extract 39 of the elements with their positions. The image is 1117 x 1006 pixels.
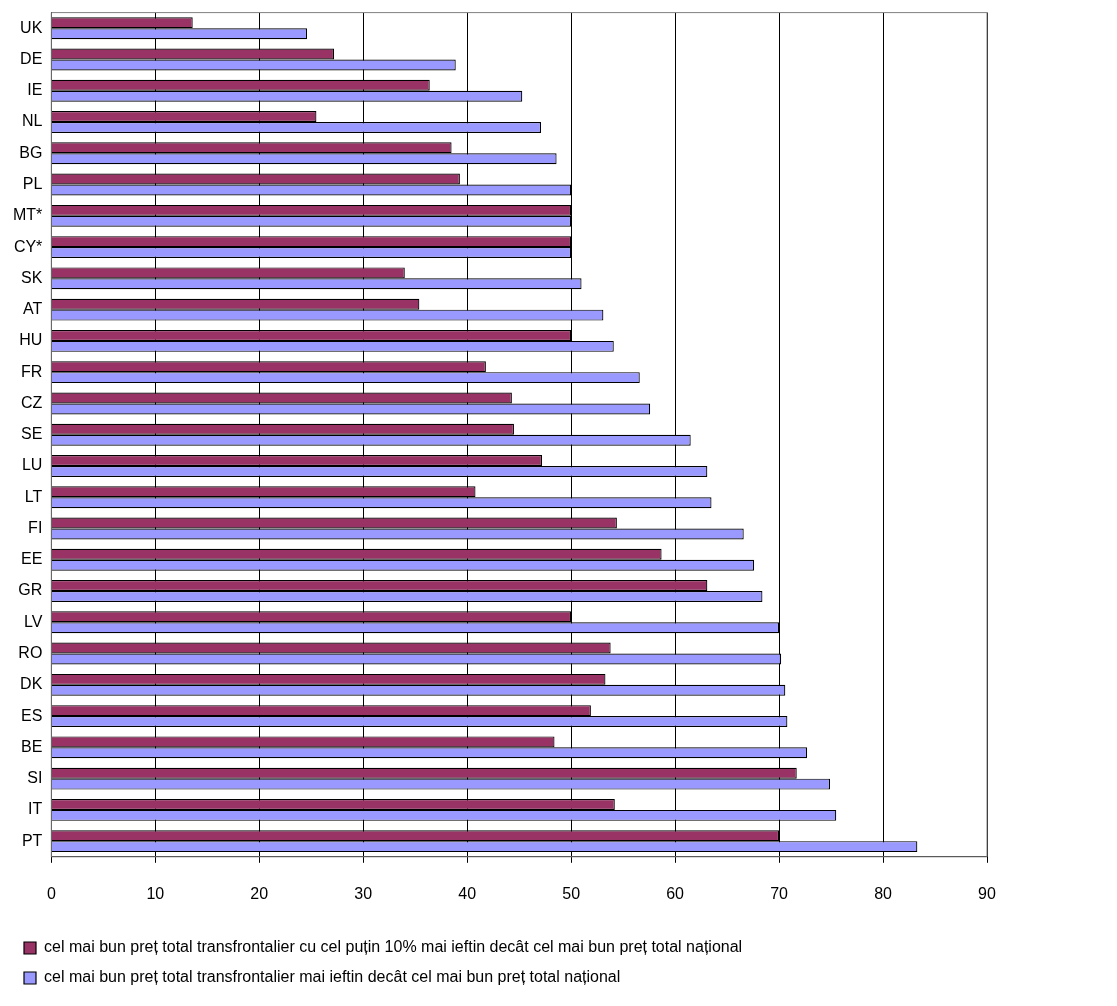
x-tick-label: 90 (978, 884, 996, 902)
y-tick-label: PL (22, 174, 43, 192)
y-tick-label: IE (27, 81, 43, 99)
y-tick-label: CZ (21, 393, 43, 411)
y-tick-label: CY* (13, 237, 43, 255)
y-tick-label: NL (21, 112, 43, 130)
y-tick-label: SI (27, 769, 43, 787)
y-tick-label: RO (18, 643, 43, 661)
y-tick-label: BE (20, 737, 43, 755)
x-tick-label: 0 (46, 884, 56, 902)
y-tick-label: EE (20, 550, 43, 568)
y-tick-label: FR (21, 362, 43, 380)
y-tick-label: PT (21, 831, 43, 849)
y-tick-label: HU (19, 331, 43, 349)
x-tick-label: 30 (354, 884, 373, 902)
y-tick-label: ES (20, 706, 43, 724)
y-tick-label: FI (28, 518, 43, 536)
y-tick-label: IT (28, 800, 43, 818)
y-tick-label: DK (20, 675, 43, 693)
x-tick-label: 70 (770, 884, 789, 902)
y-tick-label: MT* (13, 206, 43, 224)
x-tick-label: 50 (562, 884, 581, 902)
y-tick-label: LU (21, 456, 43, 474)
y-tick-label: SK (20, 268, 43, 286)
y-tick-label: LT (24, 487, 43, 505)
y-tick-label: AT (23, 300, 43, 318)
x-tick-label: 80 (874, 884, 893, 902)
y-tick-label: UK (20, 18, 43, 36)
x-tick-label: 10 (146, 884, 165, 902)
y-tick-label: DE (20, 49, 43, 67)
y-tick-label: GR (18, 581, 43, 599)
y-tick-label: BG (19, 143, 43, 161)
x-tick-label: 20 (250, 884, 269, 902)
x-tick-label: 60 (666, 884, 685, 902)
y-tick-label: SE (20, 425, 43, 443)
legend-label: cel mai bun preț total transfrontalier cu cel puțin 10% mai ieftin decât cel mai bun preț total național (44, 938, 743, 956)
y-tick-label: LV (23, 612, 43, 630)
legend-label: cel mai bun preț total transfrontalier mai ieftin decât cel mai bun preț total național (44, 968, 621, 986)
x-tick-label: 40 (458, 884, 477, 902)
